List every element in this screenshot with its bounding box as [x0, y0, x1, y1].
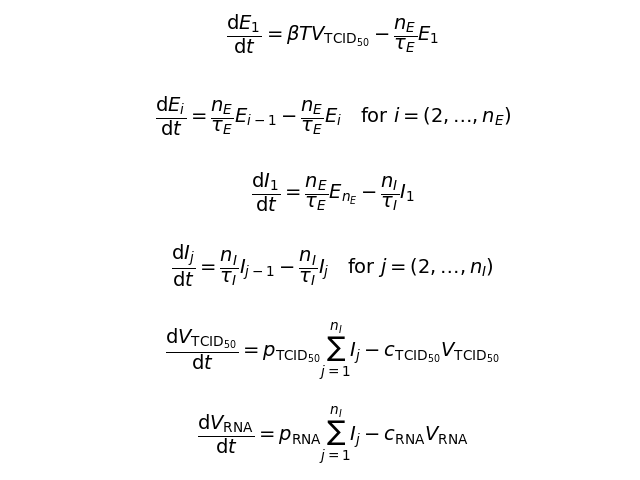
- Text: $\dfrac{\mathrm{d}V_{\mathrm{RNA}}}{\mathrm{d}t} = p_{\mathrm{RNA}} \sum_{j=1}^{: $\dfrac{\mathrm{d}V_{\mathrm{RNA}}}{\mat…: [197, 406, 468, 466]
- Text: $\dfrac{\mathrm{d}I_j}{\mathrm{d}t} = \dfrac{n_I}{\tau_I} I_{j-1} - \dfrac{n_I}{: $\dfrac{\mathrm{d}I_j}{\mathrm{d}t} = \d…: [172, 243, 494, 289]
- Text: $\dfrac{\mathrm{d}V_{\mathrm{TCID}_{50}}}{\mathrm{d}t} = p_{\mathrm{TCID}_{50}} : $\dfrac{\mathrm{d}V_{\mathrm{TCID}_{50}}…: [165, 322, 500, 383]
- Text: $\dfrac{\mathrm{d}E_i}{\mathrm{d}t} = \dfrac{n_E}{\tau_E} E_{i-1} - \dfrac{n_E}{: $\dfrac{\mathrm{d}E_i}{\mathrm{d}t} = \d…: [154, 94, 511, 138]
- Text: $\dfrac{\mathrm{d}I_1}{\mathrm{d}t} = \dfrac{n_E}{\tau_E} E_{n_E} - \dfrac{n_I}{: $\dfrac{\mathrm{d}I_1}{\mathrm{d}t} = \d…: [251, 170, 415, 214]
- Text: $\dfrac{\mathrm{d}E_1}{\mathrm{d}t} = \beta T V_{\mathrm{TCID}_{50}} - \dfrac{n_: $\dfrac{\mathrm{d}E_1}{\mathrm{d}t} = \b…: [226, 13, 439, 57]
